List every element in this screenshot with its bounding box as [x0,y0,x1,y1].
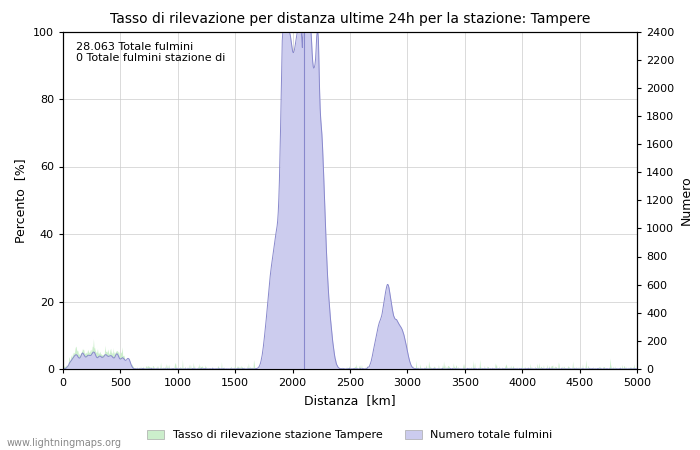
Legend: Tasso di rilevazione stazione Tampere, Numero totale fulmini: Tasso di rilevazione stazione Tampere, N… [143,425,557,445]
Y-axis label: Numero: Numero [680,176,693,225]
Y-axis label: Percento  [%]: Percento [%] [15,158,27,243]
Text: 28.063 Totale fulmini
0 Totale fulmini stazione di: 28.063 Totale fulmini 0 Totale fulmini s… [76,42,225,63]
Title: Tasso di rilevazione per distanza ultime 24h per la stazione: Tampere: Tasso di rilevazione per distanza ultime… [110,12,590,26]
Text: www.lightningmaps.org: www.lightningmaps.org [7,437,122,447]
X-axis label: Distanza  [km]: Distanza [km] [304,394,395,407]
